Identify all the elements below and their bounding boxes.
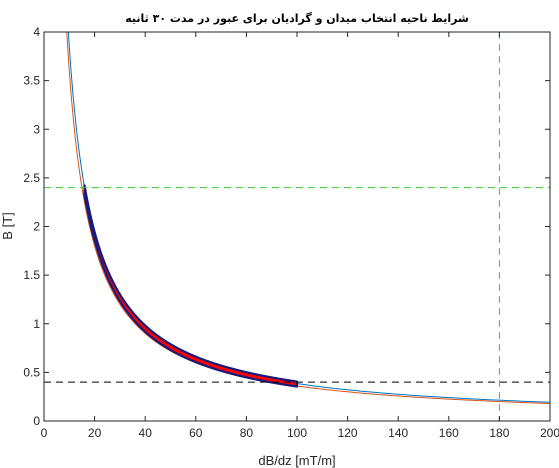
y-tick-label: 0.5 bbox=[23, 365, 40, 379]
x-tick-label: 80 bbox=[240, 426, 254, 440]
y-tick-label: 3 bbox=[33, 122, 40, 136]
chart-title: شرایط ناحیه انتخاب میدان و گرادیان برای … bbox=[125, 12, 469, 25]
x-tick-label: 180 bbox=[489, 426, 509, 440]
y-tick-label: 2.5 bbox=[23, 171, 40, 185]
series-band-2 bbox=[83, 184, 299, 388]
x-tick-label: 200 bbox=[540, 426, 559, 440]
x-tick-label: 0 bbox=[41, 426, 48, 440]
ticks: 0 20 40 60 80 100 120 140 160 180 200 0 0.5 1 1.5 2 2.5 3… bbox=[23, 25, 559, 440]
x-tick-label: 20 bbox=[88, 426, 102, 440]
y-tick-label: 3.5 bbox=[23, 74, 40, 88]
x-tick-label: 40 bbox=[139, 426, 153, 440]
y-tick-label: 4 bbox=[33, 25, 40, 39]
x-axis-label: dB/dz [mT/m] bbox=[258, 453, 335, 468]
x-tick-label: 140 bbox=[388, 426, 408, 440]
x-tick-label: 160 bbox=[439, 426, 459, 440]
series-layer bbox=[66, 31, 551, 404]
reference-lines bbox=[44, 32, 550, 421]
x-tick-label: 60 bbox=[189, 426, 203, 440]
y-tick-label: 1 bbox=[33, 317, 40, 331]
y-axis-label: B [T] bbox=[0, 212, 15, 239]
plot-area bbox=[44, 32, 550, 421]
y-tick-label: 1.5 bbox=[23, 268, 40, 282]
y-tick-label: 2 bbox=[33, 220, 40, 234]
y-tick-label: 0 bbox=[33, 414, 40, 428]
x-tick-label: 100 bbox=[287, 426, 307, 440]
x-tick-label: 120 bbox=[338, 426, 358, 440]
